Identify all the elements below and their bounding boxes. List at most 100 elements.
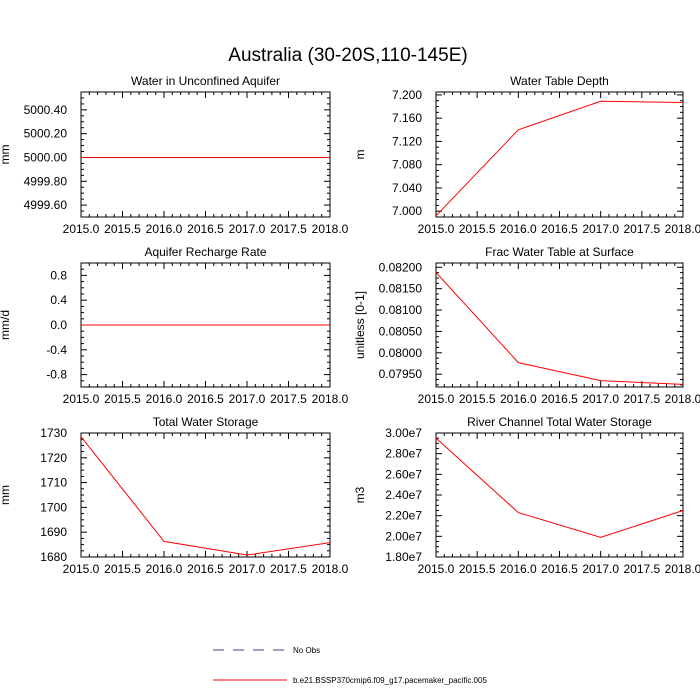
x-tick-label: 2018.0 [312,562,349,576]
x-tick-label: 2015.0 [418,562,455,576]
y-tick-label: 0.08200 [379,260,423,274]
y-axis-label: unitless [0-1] [353,291,367,359]
x-tick-label: 2015.0 [418,392,455,406]
x-tick-label: 2015.5 [459,392,496,406]
x-tick-label: 2017.0 [229,562,266,576]
y-tick-label: 2.80e7 [385,447,422,461]
y-tick-label: 4999.80 [24,174,68,188]
y-tick-label: 7.040 [392,181,422,195]
panel-aquifer-recharge-rate: Aquifer Recharge Rate mm/d 2015.0 2015.5 201… [0,245,349,406]
panel-title: Water Table Depth [510,74,609,88]
series-line [435,100,684,217]
x-tick-label: 2017.5 [270,562,307,576]
plot-frame [435,432,684,558]
x-tick-label: 2017.0 [582,222,619,236]
y-tick-label: 1690 [40,525,67,539]
x-tick-label: 2016.5 [187,392,224,406]
y-tick-label: 7.000 [392,204,422,218]
series-line [435,437,684,538]
panel-frac-water-table-at-surface: Frac Water Table at Surface unitless [0-1… [353,245,700,406]
x-tick-label: 2016.5 [541,392,578,406]
x-tick-label: 2018.0 [665,562,700,576]
y-tick-label: 1680 [40,550,67,564]
x-tick-label: 2015.0 [418,222,455,236]
y-tick-label: 2.20e7 [385,509,422,523]
y-tick-label: 0.07950 [379,367,423,381]
x-tick-label: 2016.0 [146,222,183,236]
panel-total-water-storage: Total Water Storage mm 2015.0 2015.5 2016.0 2… [0,415,349,576]
x-tick-label: 2016.0 [500,222,537,236]
y-tick-label: -0.4 [46,343,67,357]
y-tick-label: 1710 [40,476,67,490]
y-axis-label: mm [0,485,12,505]
x-tick-label: 2017.5 [270,222,307,236]
x-tick-label: 2015.0 [63,392,100,406]
x-tick-label: 2015.5 [459,562,496,576]
y-tick-label: 5000.40 [24,103,68,117]
y-axis-label: m [353,150,367,160]
plot-frame [435,91,684,218]
panel-title: Aquifer Recharge Rate [144,245,266,259]
y-tick-label: 7.160 [392,111,422,125]
x-tick-label: 2015.5 [459,222,496,236]
legend-label: No Obs [293,646,320,655]
y-tick-label: 7.080 [392,158,422,172]
panel-title: Water in Unconfined Aquifer [131,74,280,88]
y-tick-label: 0.08100 [379,303,423,317]
y-tick-label: 0.4 [50,293,67,307]
y-tick-label: 5000.00 [24,150,68,164]
legend: No Obs b.e21.BSSP370cmip6.f09_g17.pacemak… [213,646,487,685]
x-tick-label: 2018.0 [665,392,700,406]
legend-label: b.e21.BSSP370cmip6.f09_g17.pacemaker_pac… [293,676,487,685]
y-tick-label: 5000.20 [24,127,68,141]
x-tick-label: 2017.0 [229,222,266,236]
y-tick-label: 1.80e7 [385,550,422,564]
x-tick-label: 2015.5 [104,222,141,236]
y-tick-label: 0.08050 [379,324,423,338]
x-tick-label: 2016.0 [146,392,183,406]
y-tick-label: 7.200 [392,88,422,102]
x-tick-label: 2016.0 [500,562,537,576]
figure-title: Australia (30-20S,110-145E) [228,45,467,66]
x-tick-label: 2016.5 [187,222,224,236]
x-tick-label: 2016.5 [541,222,578,236]
x-tick-label: 2016.0 [146,562,183,576]
x-tick-label: 2017.0 [582,392,619,406]
y-tick-label: 0.08150 [379,282,423,296]
y-tick-label: 3.00e7 [385,426,422,440]
x-tick-label: 2017.0 [229,392,266,406]
x-tick-label: 2017.5 [623,222,660,236]
x-tick-label: 2017.0 [582,562,619,576]
panel-title: River Channel Total Water Storage [467,415,652,429]
y-tick-label: 1730 [40,426,67,440]
x-tick-label: 2018.0 [665,222,700,236]
y-axis-label: mm [0,145,12,165]
x-tick-label: 2018.0 [312,222,349,236]
y-tick-label: 4999.60 [24,198,68,212]
x-tick-label: 2016.5 [541,562,578,576]
panel-river-channel-total-water-storage: River Channel Total Water Storage m3 2015.… [353,415,700,576]
y-tick-label: 0.08000 [379,346,423,360]
series-line [80,436,331,556]
y-tick-label: 1720 [40,451,67,465]
y-axis-label: mm/d [0,310,12,340]
y-tick-label: 2.60e7 [385,467,422,481]
y-tick-label: 7.120 [392,134,422,148]
x-tick-label: 2016.5 [187,562,224,576]
x-tick-label: 2016.0 [500,392,537,406]
y-tick-label: 2.00e7 [385,529,422,543]
y-tick-label: 0.8 [50,268,67,282]
y-tick-label: 1700 [40,500,67,514]
panel-water-table-depth: Water Table Depth m 2015.0 2015.5 2016.0 2016… [353,74,700,236]
x-tick-label: 2015.0 [63,222,100,236]
plot-frame [80,432,331,558]
y-tick-label: -0.8 [46,368,67,382]
plot-frame [435,262,684,388]
x-tick-label: 2018.0 [312,392,349,406]
y-tick-label: 0.0 [50,318,67,332]
x-tick-label: 2015.0 [63,562,100,576]
y-axis-label: m3 [353,486,367,503]
series-line [435,272,684,385]
